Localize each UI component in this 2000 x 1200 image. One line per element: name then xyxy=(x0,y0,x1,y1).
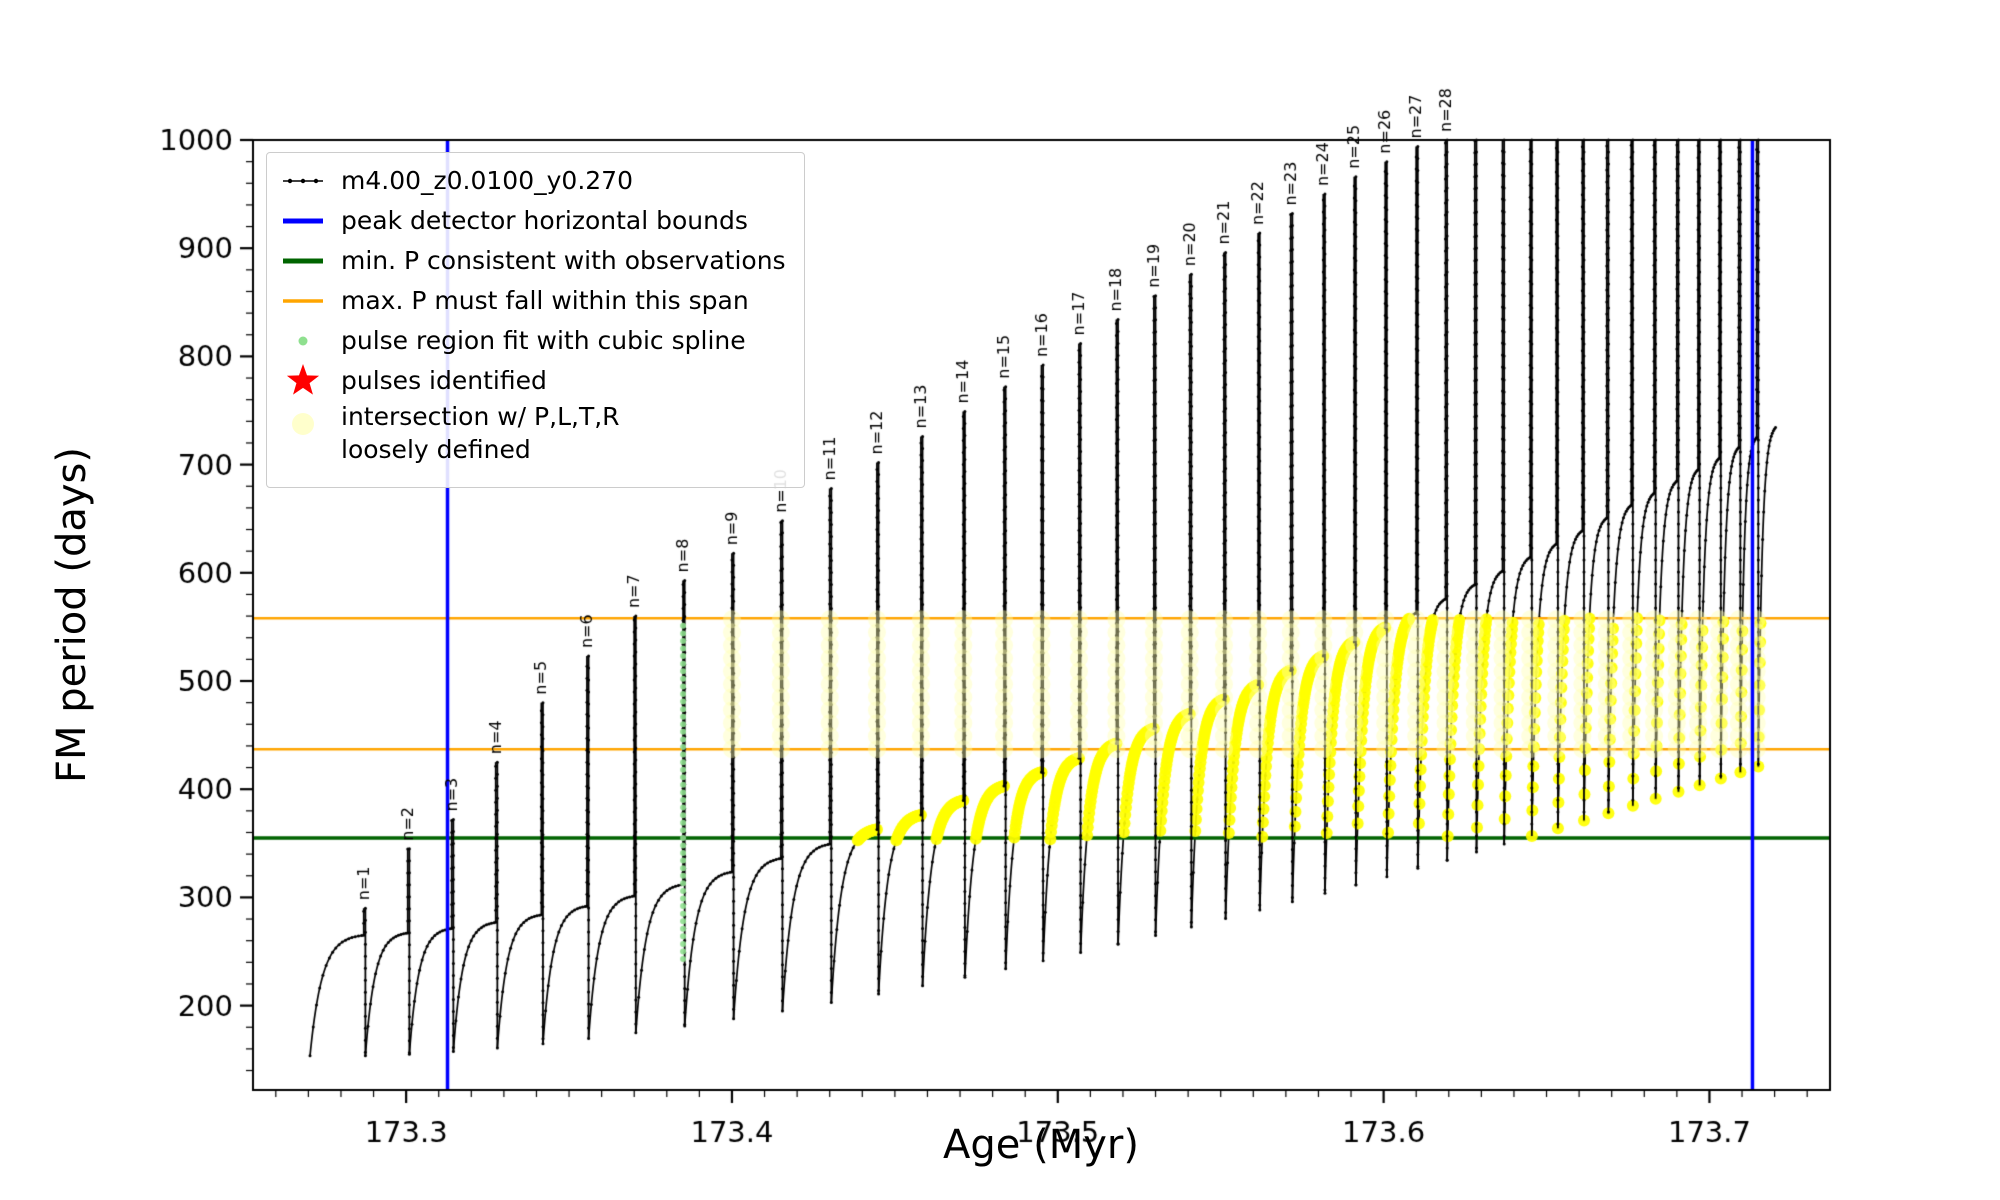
series-line-icon xyxy=(279,168,327,194)
orange-line-icon xyxy=(279,288,327,314)
legend: m4.00_z0.0100_y0.270 peak detector horiz… xyxy=(266,152,805,488)
y-axis-title: FM period (days) xyxy=(49,447,95,783)
legend-label: m4.00_z0.0100_y0.270 xyxy=(341,165,633,195)
legend-label: pulse region fit with cubic spline xyxy=(341,325,746,355)
legend-label: max. P must fall within this span xyxy=(341,285,749,315)
green-dot-icon xyxy=(279,328,327,354)
legend-item-max-p: max. P must fall within this span xyxy=(279,281,786,321)
green-line-icon xyxy=(279,248,327,274)
legend-label: min. P consistent with observations xyxy=(341,245,786,275)
legend-item-series: m4.00_z0.0100_y0.270 xyxy=(279,161,786,201)
legend-label: peak detector horizontal bounds xyxy=(341,205,748,235)
legend-label: intersection w/ P,L,T,R loosely defined xyxy=(341,402,620,464)
legend-item-pulse-region: pulse region fit with cubic spline xyxy=(279,321,786,361)
legend-label: pulses identified xyxy=(341,365,547,395)
legend-item-pulses: pulses identified xyxy=(279,361,786,401)
x-axis-title: Age (Myr) xyxy=(943,1122,1139,1168)
blue-line-icon xyxy=(279,208,327,234)
legend-item-min-p: min. P consistent with observations xyxy=(279,241,786,281)
legend-item-intersection: intersection w/ P,L,T,R loosely defined xyxy=(279,401,786,477)
red-star-icon xyxy=(279,363,327,399)
yellow-dot-icon xyxy=(279,409,327,439)
legend-item-peak-bounds: peak detector horizontal bounds xyxy=(279,201,786,241)
